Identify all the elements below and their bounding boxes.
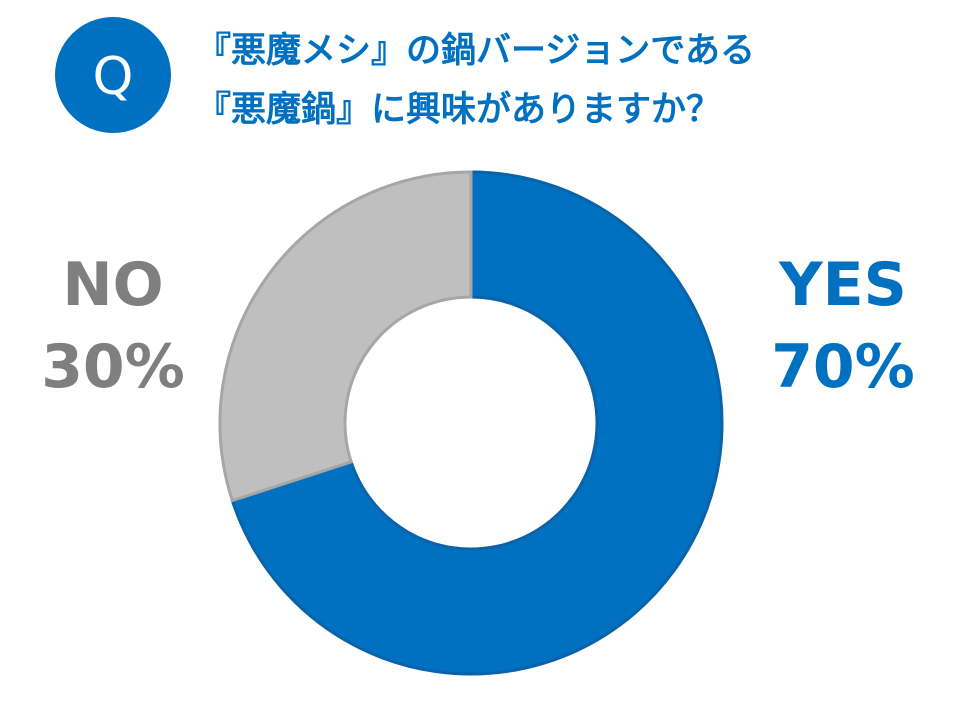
chart-title: 『悪魔メシ』の鍋バージョンである [196,30,755,71]
donut-slice [218,170,473,503]
chart-title: 『悪魔鍋』に興味がありますか？ [196,89,721,130]
value-label: 30% [41,332,185,402]
donut-slice [230,170,724,676]
category-label: YES [778,250,907,320]
badge-text: Q [93,47,134,107]
value-label: 70% [771,332,915,402]
badge-circle [55,17,171,133]
category-label: NO [62,250,163,320]
